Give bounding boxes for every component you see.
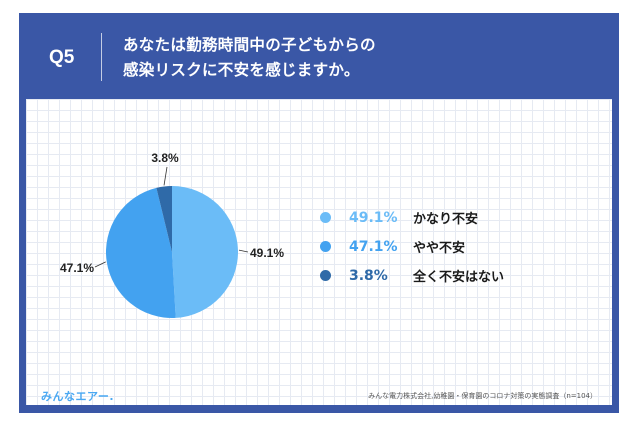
pie-slice-yaya: [105, 187, 176, 318]
question-line-2: 感染リスクに不安を感じますか。: [123, 61, 360, 79]
legend-item-kanari: 49.1% かなり不安: [316, 203, 504, 232]
pie-chart: 49.1% 47.1% 3.8%: [60, 151, 284, 318]
legend-value: 47.1%: [349, 238, 398, 255]
legend-label: 全く不安はない: [413, 270, 505, 285]
pie-slice-mattaku: [156, 186, 172, 252]
question-number: Q5: [49, 47, 75, 68]
legend-item-yaya: 47.1% やや不安: [316, 232, 504, 261]
leader-line: [163, 166, 168, 186]
chart-legend: 49.1% かなり不安 47.1% やや不安 3.8% 全く不安はない: [316, 203, 504, 290]
legend-label: やや不安: [413, 241, 466, 256]
pie-label-kanari: 49.1%: [250, 246, 284, 260]
legend-swatch: [320, 212, 331, 223]
question-header: Q5 あなたは勤務時間中の子どもからの 感染リスクに不安を感じますか。: [19, 13, 619, 99]
source-note: みんな電力株式会社,幼稚園・保育園のコロナ対策の実態調査（n=104）: [368, 392, 597, 400]
leader-line: [238, 249, 249, 253]
chart-panel: 49.1% 47.1% 3.8% 49.1% かなり不安 47.1% やや不安 3.…: [26, 99, 612, 405]
legend-value: 3.8%: [349, 267, 388, 284]
header-divider: [101, 33, 102, 81]
leader-line: [94, 261, 106, 268]
legend-swatch: [320, 241, 331, 252]
brand-logo: みんなエアー.: [41, 390, 115, 403]
pie-label-yaya: 47.1%: [60, 261, 94, 275]
legend-value: 49.1%: [349, 209, 398, 226]
pie-label-mattaku: 3.8%: [151, 151, 179, 165]
legend-item-mattaku: 3.8% 全く不安はない: [316, 261, 504, 290]
question-line-1: あなたは勤務時間中の子どもからの: [123, 36, 376, 54]
question-text: あなたは勤務時間中の子どもからの 感染リスクに不安を感じますか。: [123, 33, 376, 83]
legend-label: かなり不安: [413, 212, 479, 227]
survey-card: Q5 あなたは勤務時間中の子どもからの 感染リスクに不安を感じますか。 49.1…: [19, 13, 619, 413]
legend-swatch: [320, 270, 331, 281]
pie-slice-kanari: [172, 186, 238, 318]
